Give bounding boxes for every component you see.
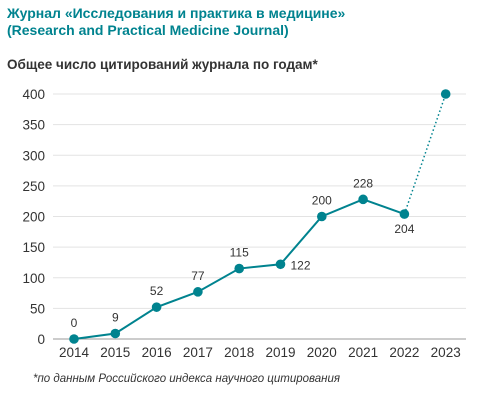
data-label: 122 [291,258,311,272]
data-label: 77 [191,269,205,283]
data-point [440,89,451,99]
data-point [358,194,368,205]
data-point [275,259,286,270]
y-tick-label: 50 [30,301,45,316]
data-label: 9 [112,310,119,324]
x-tick-label: 2023 [431,345,461,360]
data-label: 115 [230,246,249,260]
data-point [399,209,410,219]
y-tick-label: 0 [37,332,45,347]
y-tick-label: 350 [22,118,45,133]
y-tick-label: 300 [22,148,45,163]
data-point [193,287,203,297]
y-tick-label: 250 [22,179,45,194]
x-tick-label: 2016 [142,345,172,360]
x-tick-label: 2019 [265,345,295,360]
data-label: 228 [353,176,373,190]
title-line-1: Журнал «Исследования и практика в медици… [7,5,346,21]
x-tick-label: 2021 [348,345,378,360]
x-tick-label: 2018 [224,345,254,360]
chart-title: Журнал «Исследования и практика в медици… [7,5,477,39]
x-tick-label: 2014 [59,345,90,360]
y-tick-label: 150 [22,240,45,255]
title-line-2: (Research and Practical Medicine Journal… [7,22,289,38]
footnote: *по данным Российского индекса научного … [33,373,341,385]
data-label: 52 [150,284,164,298]
data-point [151,302,162,312]
y-tick-label: 400 [22,87,45,102]
data-label: 200 [312,194,332,208]
y-tick-label: 200 [22,210,45,225]
data-point [317,211,327,222]
x-tick-label: 2017 [183,345,213,360]
x-tick-label: 2022 [389,345,419,360]
chart-subtitle: Общее число цитирований журнала по годам… [7,57,318,72]
y-tick-label: 100 [22,271,45,286]
data-point [234,263,244,274]
data-point [110,328,121,339]
data-label: 204 [394,222,414,236]
x-tick-label: 2020 [307,345,337,360]
series-line-dotted [403,93,447,215]
data-point [69,334,79,344]
x-tick-label: 2015 [100,345,130,360]
data-label: 0 [71,316,78,330]
